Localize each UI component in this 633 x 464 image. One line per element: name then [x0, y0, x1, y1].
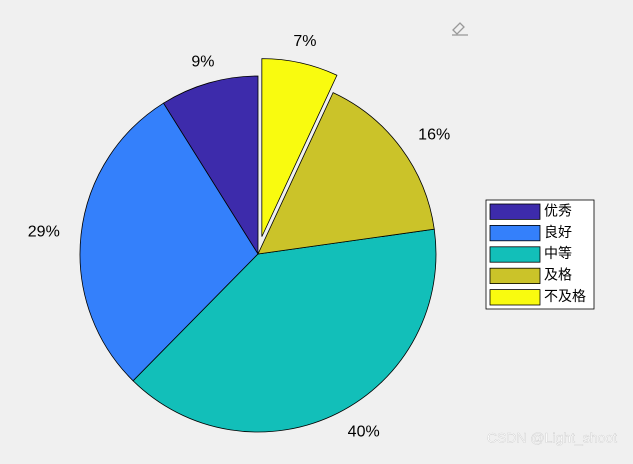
legend-label: 不及格 — [544, 288, 586, 304]
watermark: CSDN @Light_shoot — [487, 430, 617, 446]
pie-slice — [132, 228, 437, 433]
toolbar-icon[interactable] — [452, 22, 468, 36]
data-label: 40% — [348, 423, 380, 440]
legend-swatch — [489, 246, 541, 263]
legend-label: 中等 — [544, 245, 572, 261]
legend-swatch — [489, 289, 541, 306]
legend-swatch — [489, 224, 541, 242]
data-label: 16% — [418, 127, 450, 144]
legend-swatch — [489, 203, 541, 220]
pie-slice — [79, 102, 259, 382]
data-label: 7% — [293, 33, 316, 50]
data-label: 29% — [28, 224, 60, 241]
pie-slice — [257, 92, 435, 255]
legend-label: 及格 — [544, 267, 572, 283]
legend-label: 良好 — [544, 224, 572, 240]
data-label: 9% — [191, 54, 214, 71]
pie-slice — [261, 58, 338, 237]
legend-label: 优秀 — [544, 202, 572, 218]
legend-swatch — [489, 267, 541, 285]
pie-slice — [162, 75, 259, 256]
